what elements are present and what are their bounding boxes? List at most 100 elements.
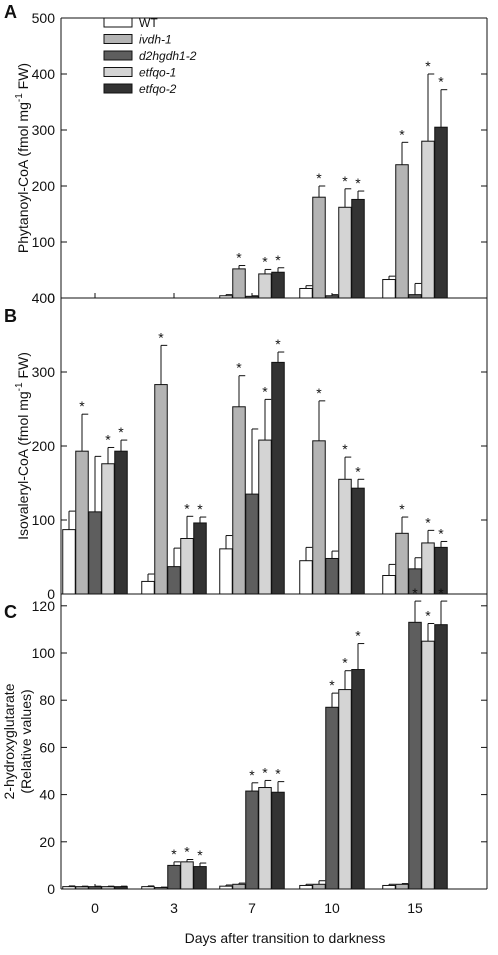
significance-star: * bbox=[171, 846, 177, 862]
y-tick-label: 300 bbox=[32, 122, 56, 138]
significance-star: * bbox=[262, 764, 268, 780]
bar-d2hgdh1-2 bbox=[167, 864, 181, 890]
significance-star: * bbox=[262, 253, 268, 269]
y-tick-label: 120 bbox=[32, 598, 56, 614]
bar-etfqo-2 bbox=[351, 198, 365, 299]
bar-ivdh-1 bbox=[312, 440, 326, 595]
bar-etfqo-2 bbox=[434, 126, 448, 299]
y-tick-label: 100 bbox=[32, 234, 56, 250]
bar-WT bbox=[299, 560, 313, 595]
bar-etfqo-2 bbox=[434, 624, 448, 890]
bar-etfqo-2 bbox=[271, 361, 285, 595]
bar-etfqo-1 bbox=[421, 140, 435, 299]
significance-star: * bbox=[329, 677, 335, 693]
bar-etfqo-2 bbox=[193, 866, 207, 890]
bar-etfqo-1 bbox=[338, 689, 352, 890]
bar-etfqo-2 bbox=[271, 791, 285, 890]
bar-etfqo-1 bbox=[258, 787, 272, 890]
bar-etfqo-2 bbox=[351, 669, 365, 890]
y-tick-label: 0 bbox=[47, 881, 55, 897]
significance-star: * bbox=[197, 847, 203, 863]
bar-etfqo-2 bbox=[114, 450, 128, 595]
bar-etfqo-1 bbox=[421, 640, 435, 890]
y-tick-label: 400 bbox=[32, 66, 56, 82]
significance-star: * bbox=[355, 175, 361, 191]
bar-WT bbox=[382, 884, 396, 890]
y-axis-label: Phytanoyl-CoA (fmol mg-1 FW) bbox=[14, 63, 31, 253]
panel-letter: B bbox=[4, 306, 17, 326]
significance-star: * bbox=[438, 525, 444, 541]
x-axis-title: Days after transition to darkness bbox=[185, 930, 386, 946]
significance-star: * bbox=[438, 74, 444, 90]
y-tick-label: 500 bbox=[32, 10, 56, 26]
bar-ivdh-1 bbox=[154, 887, 168, 890]
significance-star: * bbox=[249, 767, 255, 783]
bar-d2hgdh1-2 bbox=[245, 790, 259, 890]
bar-etfqo-1 bbox=[338, 478, 352, 595]
bar-ivdh-1 bbox=[154, 384, 168, 595]
significance-star: * bbox=[399, 501, 405, 517]
bar-WT bbox=[219, 295, 233, 299]
bar-etfqo-1 bbox=[258, 273, 272, 299]
significance-star: * bbox=[342, 655, 348, 671]
significance-star: * bbox=[316, 385, 322, 401]
bar-etfqo-1 bbox=[180, 861, 194, 890]
y-axis-label: Isovaleryl-CoA (fmol mg-1 FW) bbox=[14, 352, 31, 540]
bar-d2hgdh1-2 bbox=[245, 295, 259, 299]
bar-d2hgdh1-2 bbox=[325, 295, 339, 299]
bar-WT bbox=[62, 529, 76, 595]
legend-swatch bbox=[103, 67, 133, 77]
bar-d2hgdh1-2 bbox=[325, 557, 339, 595]
bar-ivdh-1 bbox=[312, 196, 326, 299]
bar-etfqo-2 bbox=[351, 487, 365, 595]
significance-star: * bbox=[184, 500, 190, 516]
panel-a: A 0 100 200 300 400 500 Phytanoyl-CoA (fmol mg-… bbox=[4, 2, 488, 306]
bar-ivdh-1 bbox=[232, 268, 246, 299]
y-tick-label: 0 bbox=[47, 290, 55, 306]
bar-etfqo-1 bbox=[421, 542, 435, 595]
bar-etfqo-2 bbox=[193, 522, 207, 595]
significance-star: * bbox=[158, 329, 164, 345]
panel-b: B 0 100 200 300 400 Isovaleryl-CoA (fmol mg-1 … bbox=[4, 290, 488, 602]
bar-WT bbox=[382, 575, 396, 595]
bar-d2hgdh1-2 bbox=[167, 566, 181, 595]
significance-star: * bbox=[275, 766, 281, 782]
y-tick-label: 200 bbox=[32, 178, 56, 194]
bar-etfqo-1 bbox=[258, 439, 272, 595]
bar-etfqo-1 bbox=[101, 463, 115, 595]
y-axis-label: 2-hydroxyglutarate(Relative values) bbox=[1, 683, 34, 799]
y-tick-label: 400 bbox=[32, 290, 56, 306]
bar-ivdh-1 bbox=[75, 450, 89, 595]
panel-letter: A bbox=[4, 2, 17, 22]
legend-label: etfqo-2 bbox=[139, 82, 177, 96]
bar-ivdh-1 bbox=[232, 406, 246, 595]
bar-WT bbox=[299, 884, 313, 890]
significance-star: * bbox=[425, 514, 431, 530]
bar-ivdh-1 bbox=[395, 883, 409, 890]
bar-etfqo-1 bbox=[338, 206, 352, 299]
significance-star: * bbox=[425, 608, 431, 624]
y-tick-label: 40 bbox=[39, 787, 55, 803]
bar-WT bbox=[219, 548, 233, 595]
significance-star: * bbox=[355, 463, 361, 479]
legend-swatch bbox=[103, 83, 133, 94]
legend-swatch bbox=[103, 34, 133, 44]
significance-star: * bbox=[236, 360, 242, 376]
bar-etfqo-1 bbox=[101, 886, 115, 890]
bar-etfqo-1 bbox=[180, 538, 194, 595]
bar-WT bbox=[299, 287, 313, 299]
significance-star: * bbox=[425, 58, 431, 74]
legend-swatch bbox=[103, 17, 133, 28]
significance-star: * bbox=[438, 585, 444, 601]
bar-d2hgdh1-2 bbox=[245, 493, 259, 595]
significance-star: * bbox=[355, 628, 361, 644]
x-tick-label: 15 bbox=[407, 900, 423, 916]
legend-swatch bbox=[103, 50, 133, 61]
bar-d2hgdh1-2 bbox=[88, 511, 102, 595]
bar-WT bbox=[141, 886, 155, 890]
bar-WT bbox=[141, 580, 155, 595]
bar-d2hgdh1-2 bbox=[88, 886, 102, 890]
legend-label: ivdh-1 bbox=[139, 33, 172, 47]
bar-ivdh-1 bbox=[312, 883, 326, 890]
